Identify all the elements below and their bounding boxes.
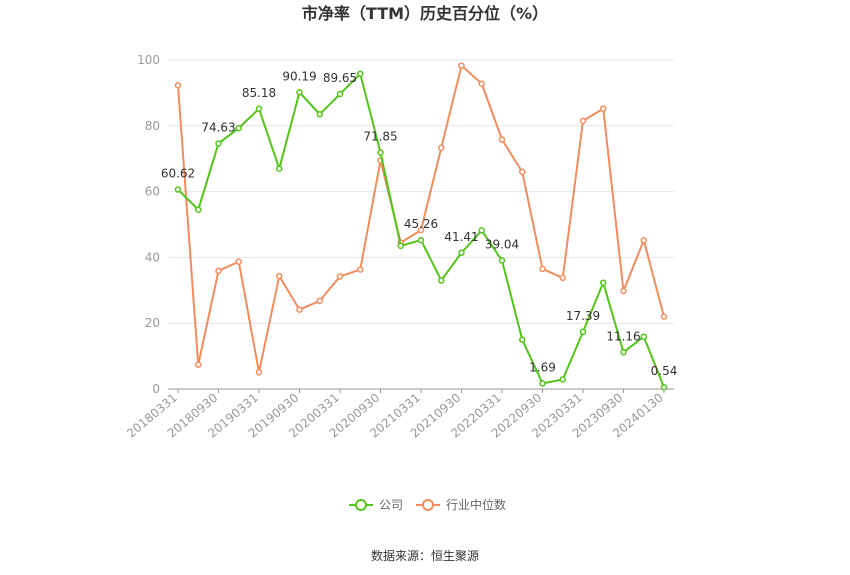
y-tick-label: 80 — [145, 119, 160, 133]
legend-label: 公司 — [379, 498, 403, 512]
data-point-industry-median[interactable] — [174, 82, 182, 89]
legend-label: 行业中位数 — [446, 497, 506, 512]
data-point-industry-median[interactable] — [336, 273, 344, 280]
data-label: 74.63 — [201, 120, 235, 134]
legend[interactable]: 公司 行业中位数 — [349, 497, 506, 512]
data-point-industry-median[interactable] — [357, 266, 364, 273]
legend-item-industry-median[interactable]: 行业中位数 — [416, 497, 506, 512]
data-label: 90.19 — [282, 69, 316, 83]
data-label: 85.18 — [242, 86, 276, 100]
data-point-industry-median[interactable] — [640, 237, 647, 244]
data-label: 71.85 — [363, 130, 397, 144]
data-label: 17.39 — [566, 309, 600, 323]
series-layer — [174, 62, 668, 391]
data-point-industry-median[interactable] — [255, 368, 263, 376]
data-point-industry-median[interactable] — [559, 274, 566, 282]
data-point-company[interactable] — [377, 149, 384, 156]
data-point-company[interactable] — [336, 90, 344, 98]
data-point-company[interactable] — [255, 105, 263, 113]
data-point-industry-median[interactable] — [316, 297, 323, 305]
data-label: 60.62 — [161, 167, 195, 181]
data-point-company[interactable] — [579, 328, 587, 336]
data-point-industry-median[interactable] — [478, 80, 485, 87]
data-point-industry-median[interactable] — [620, 287, 627, 295]
data-label: 11.16 — [606, 329, 640, 343]
data-point-company[interactable] — [357, 70, 364, 78]
y-tick-label: 0 — [152, 382, 160, 396]
data-point-company[interactable] — [660, 383, 668, 391]
data-source: 数据来源：恒生聚源 — [371, 548, 479, 563]
data-label: 89.65 — [323, 71, 357, 85]
data-point-industry-median[interactable] — [498, 136, 506, 143]
data-point-company[interactable] — [539, 380, 546, 387]
data-point-company[interactable] — [276, 165, 283, 172]
data-label: 45.26 — [404, 217, 438, 231]
data-point-company[interactable] — [620, 349, 627, 356]
data-point-company[interactable] — [438, 277, 445, 284]
data-point-company[interactable] — [600, 279, 607, 286]
data-point-industry-median[interactable] — [195, 361, 202, 368]
data-point-company[interactable] — [195, 206, 202, 213]
data-point-company[interactable] — [478, 227, 485, 234]
data-point-company[interactable] — [519, 336, 526, 343]
y-tick-label: 20 — [145, 316, 160, 330]
data-point-company[interactable] — [316, 111, 323, 118]
data-point-industry-median[interactable] — [600, 105, 607, 112]
y-tick-label: 100 — [137, 53, 160, 67]
data-label: 1.69 — [529, 360, 556, 374]
data-point-industry-median[interactable] — [296, 306, 303, 313]
data-point-company[interactable] — [235, 124, 242, 132]
data-point-company[interactable] — [559, 376, 566, 383]
data-point-company[interactable] — [640, 333, 647, 340]
legend-item-company[interactable]: 公司 — [349, 498, 403, 512]
legend-marker — [422, 499, 434, 511]
data-point-industry-median[interactable] — [235, 258, 242, 265]
chart-title: 市净率（TTM）历史百分位（%） — [302, 4, 548, 23]
data-point-company[interactable] — [498, 257, 506, 264]
data-label: 0.54 — [651, 364, 678, 378]
y-tick-label: 60 — [145, 185, 160, 199]
data-point-company[interactable] — [458, 249, 465, 257]
data-point-industry-median[interactable] — [215, 267, 222, 275]
data-point-industry-median[interactable] — [579, 117, 587, 125]
data-point-industry-median[interactable] — [539, 265, 546, 273]
data-label: 41.41 — [444, 230, 478, 244]
data-point-industry-median[interactable] — [417, 226, 425, 234]
data-point-industry-median[interactable] — [660, 313, 668, 320]
data-point-company[interactable] — [215, 140, 222, 147]
data-point-company[interactable] — [397, 242, 404, 250]
data-labels: 60.62 74.63 85.18 90.19 89.65 71.85 45.26 41.41… — [161, 69, 678, 378]
data-point-industry-median[interactable] — [458, 62, 465, 69]
data-point-company[interactable] — [174, 186, 182, 193]
data-label: 39.04 — [485, 238, 519, 252]
y-tick-label: 40 — [145, 250, 160, 264]
legend-marker — [355, 499, 367, 511]
data-point-company[interactable] — [296, 89, 303, 96]
data-point-industry-median[interactable] — [276, 272, 283, 280]
data-point-industry-median[interactable] — [438, 144, 445, 152]
data-point-company[interactable] — [417, 236, 425, 244]
data-point-industry-median[interactable] — [519, 168, 526, 176]
